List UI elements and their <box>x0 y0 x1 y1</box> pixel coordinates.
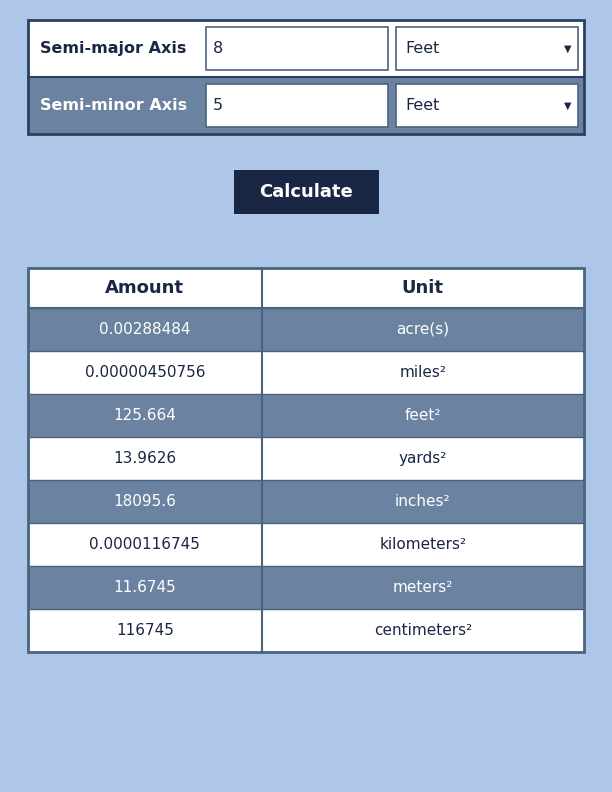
Text: 8: 8 <box>213 41 223 56</box>
Bar <box>261 351 584 394</box>
Text: 116745: 116745 <box>116 623 174 638</box>
Text: ▼: ▼ <box>564 44 572 54</box>
Bar <box>28 268 584 652</box>
Bar <box>28 566 261 609</box>
Text: meters²: meters² <box>392 580 453 595</box>
Bar <box>261 523 584 566</box>
Bar <box>28 308 261 351</box>
Text: Semi-major Axis: Semi-major Axis <box>40 41 187 56</box>
Bar <box>28 351 261 394</box>
Text: centimeters²: centimeters² <box>374 623 472 638</box>
Text: 125.664: 125.664 <box>113 408 176 423</box>
Bar <box>28 268 584 652</box>
Text: feet²: feet² <box>405 408 441 423</box>
Text: Feet: Feet <box>405 98 439 113</box>
Text: ▼: ▼ <box>564 101 572 111</box>
Bar <box>28 20 584 134</box>
Text: Calculate: Calculate <box>259 183 353 201</box>
Text: 0.0000116745: 0.0000116745 <box>89 537 200 552</box>
Bar <box>28 437 261 480</box>
Text: 5: 5 <box>213 98 223 113</box>
Bar <box>28 77 584 134</box>
Bar <box>28 480 261 523</box>
Bar <box>261 566 584 609</box>
Text: 11.6745: 11.6745 <box>113 580 176 595</box>
Bar <box>28 609 261 652</box>
Text: Semi-minor Axis: Semi-minor Axis <box>40 98 187 113</box>
Bar <box>261 308 584 351</box>
Bar <box>28 394 261 437</box>
Text: acre(s): acre(s) <box>396 322 449 337</box>
Text: 0.00000450756: 0.00000450756 <box>84 365 205 380</box>
Bar <box>396 84 578 127</box>
Bar <box>28 20 584 77</box>
Text: 18095.6: 18095.6 <box>113 494 176 509</box>
Bar <box>396 27 578 70</box>
Text: inches²: inches² <box>395 494 450 509</box>
Bar <box>261 480 584 523</box>
Bar <box>234 170 378 214</box>
Bar <box>28 523 261 566</box>
Bar <box>261 437 584 480</box>
Text: Feet: Feet <box>405 41 439 56</box>
Bar <box>261 609 584 652</box>
Text: kilometers²: kilometers² <box>379 537 466 552</box>
Bar <box>206 27 388 70</box>
Text: Amount: Amount <box>105 279 184 297</box>
Bar <box>261 394 584 437</box>
Bar <box>206 84 388 127</box>
Text: yards²: yards² <box>398 451 447 466</box>
Text: Unit: Unit <box>401 279 444 297</box>
Text: miles²: miles² <box>399 365 446 380</box>
Text: 0.00288484: 0.00288484 <box>99 322 190 337</box>
Text: 13.9626: 13.9626 <box>113 451 176 466</box>
